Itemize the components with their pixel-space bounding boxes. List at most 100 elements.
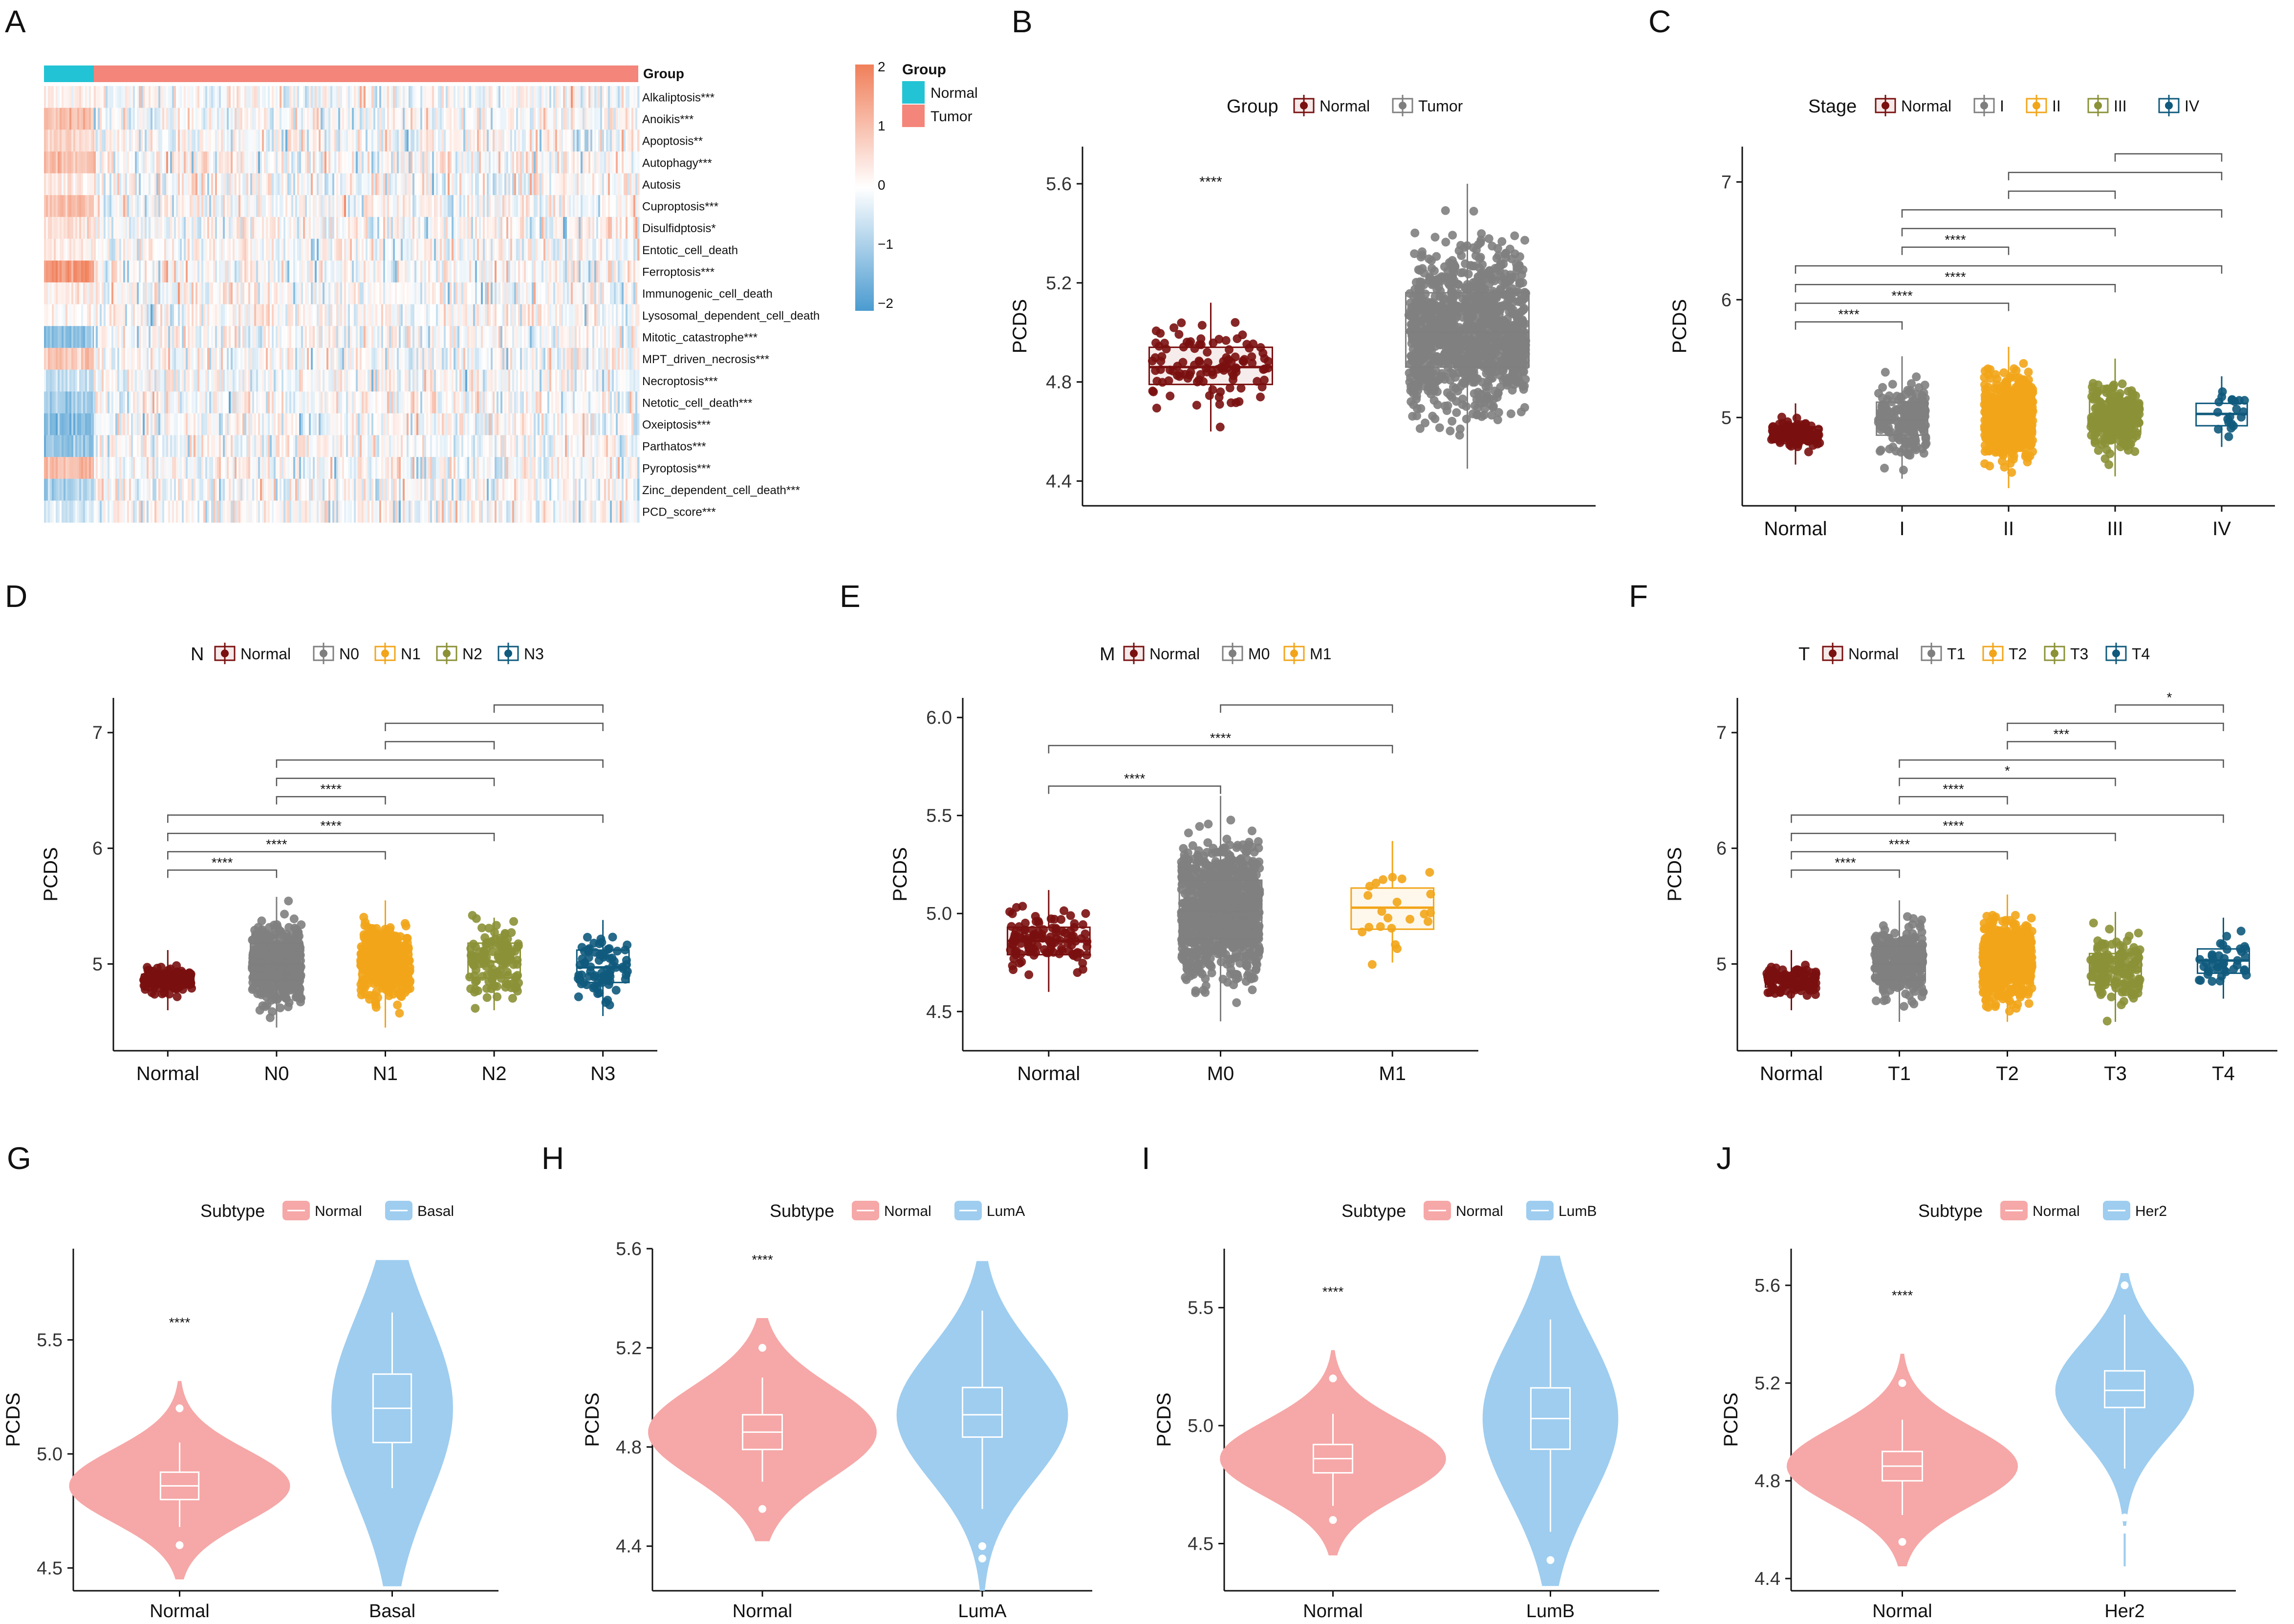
heatmap-cell	[598, 347, 601, 370]
heatmap-cell	[123, 369, 126, 392]
heatmap-cell	[151, 413, 153, 435]
heatmap-cell	[405, 369, 407, 392]
heatmap-cell	[551, 238, 554, 261]
heatmap-cell	[332, 369, 335, 392]
heatmap-cell	[289, 173, 292, 195]
heatmap-cell	[62, 260, 64, 283]
heatmap-cell	[369, 282, 372, 304]
heatmap-cell	[176, 326, 178, 348]
heatmap-cell	[516, 173, 519, 195]
heatmap-cell	[379, 195, 382, 217]
heatmap-cell	[461, 86, 464, 108]
heatmap-cell	[113, 326, 116, 348]
heatmap-cell	[596, 195, 599, 217]
heatmap-cell	[64, 391, 66, 414]
heatmap-cell	[385, 151, 388, 174]
heatmap-cell	[373, 260, 376, 283]
heatmap-cell	[321, 413, 323, 435]
heatmap-cell	[371, 369, 374, 392]
heatmap-cell	[330, 304, 333, 326]
heatmap-cell	[637, 326, 640, 348]
heatmap-cell	[44, 238, 46, 261]
heatmap-cell	[317, 86, 319, 108]
heatmap-cell	[424, 391, 427, 414]
heatmap-cell	[571, 108, 573, 130]
heatmap-cell	[497, 173, 499, 195]
heatmap-cell	[170, 413, 173, 435]
heatmap-cell	[100, 195, 102, 217]
heatmap-cell	[192, 369, 194, 392]
heatmap-cell	[102, 304, 104, 326]
heatmap-cell	[387, 130, 390, 152]
heatmap-cell	[514, 86, 517, 108]
heatmap-cell	[518, 304, 520, 326]
heatmap-cell	[428, 347, 431, 370]
heatmap-cell	[178, 347, 180, 370]
heatmap-cell	[250, 413, 253, 435]
heatmap-cell	[113, 369, 116, 392]
heatmap-cell	[414, 369, 417, 392]
heatmap-cell	[248, 86, 251, 108]
heatmap-cell	[64, 369, 66, 392]
heatmap-cell	[416, 369, 419, 392]
heatmap-cell	[545, 195, 548, 217]
heatmap-cell	[602, 173, 605, 195]
heatmap-cell	[479, 369, 481, 392]
heatmap-cell	[506, 391, 509, 414]
heatmap-cell	[154, 151, 157, 174]
heatmap-cell	[629, 369, 632, 392]
heatmap-cell	[50, 86, 52, 108]
heatmap-cell	[280, 282, 282, 304]
heatmap-cell	[174, 130, 176, 152]
heatmap-cell	[54, 391, 56, 414]
heatmap-cell	[530, 282, 532, 304]
heatmap-cell	[383, 304, 386, 326]
heatmap-cell	[240, 173, 243, 195]
heatmap-cell	[493, 369, 495, 392]
heatmap-cell	[350, 413, 352, 435]
heatmap-cell	[540, 369, 542, 392]
heatmap-cell	[264, 260, 266, 283]
heatmap-cell	[502, 260, 505, 283]
heatmap-cell	[395, 130, 397, 152]
heatmap-cell	[604, 369, 606, 392]
heatmap-cell	[252, 238, 255, 261]
heatmap-cell	[483, 260, 485, 283]
heatmap-cell	[463, 173, 466, 195]
heatmap-cell	[326, 130, 329, 152]
heatmap-cell	[528, 151, 530, 174]
heatmap-cell	[299, 238, 302, 261]
heatmap-cell	[618, 413, 620, 435]
heatmap-cell	[143, 347, 145, 370]
heatmap-cell	[631, 238, 634, 261]
heatmap-cell	[164, 173, 167, 195]
heatmap-cell	[143, 217, 145, 239]
heatmap-cell	[287, 130, 290, 152]
heatmap-cell	[352, 238, 354, 261]
heatmap-cell	[73, 413, 76, 435]
heatmap-cell	[506, 130, 509, 152]
heatmap-cell	[79, 282, 82, 304]
heatmap-cell	[211, 369, 214, 392]
heatmap-cell	[151, 130, 153, 152]
heatmap-cell	[326, 238, 329, 261]
heatmap-cell	[491, 413, 493, 435]
heatmap-cell	[113, 86, 116, 108]
heatmap-cell	[557, 195, 560, 217]
heatmap-cell	[262, 173, 264, 195]
heatmap-cell	[260, 282, 262, 304]
heatmap-cell	[364, 413, 366, 435]
heatmap-cell	[340, 304, 343, 326]
heatmap-cell	[276, 108, 278, 130]
heatmap-cell	[602, 326, 605, 348]
heatmap-cell	[258, 413, 260, 435]
heatmap-cell	[403, 108, 405, 130]
heatmap-cell	[71, 195, 74, 217]
heatmap-cell	[244, 217, 247, 239]
heatmap-cell	[541, 304, 544, 326]
heatmap-cell	[477, 347, 479, 370]
heatmap-cell	[154, 217, 157, 239]
heatmap-cell	[125, 347, 128, 370]
heatmap-cell	[242, 282, 245, 304]
heatmap-cell	[127, 391, 130, 414]
